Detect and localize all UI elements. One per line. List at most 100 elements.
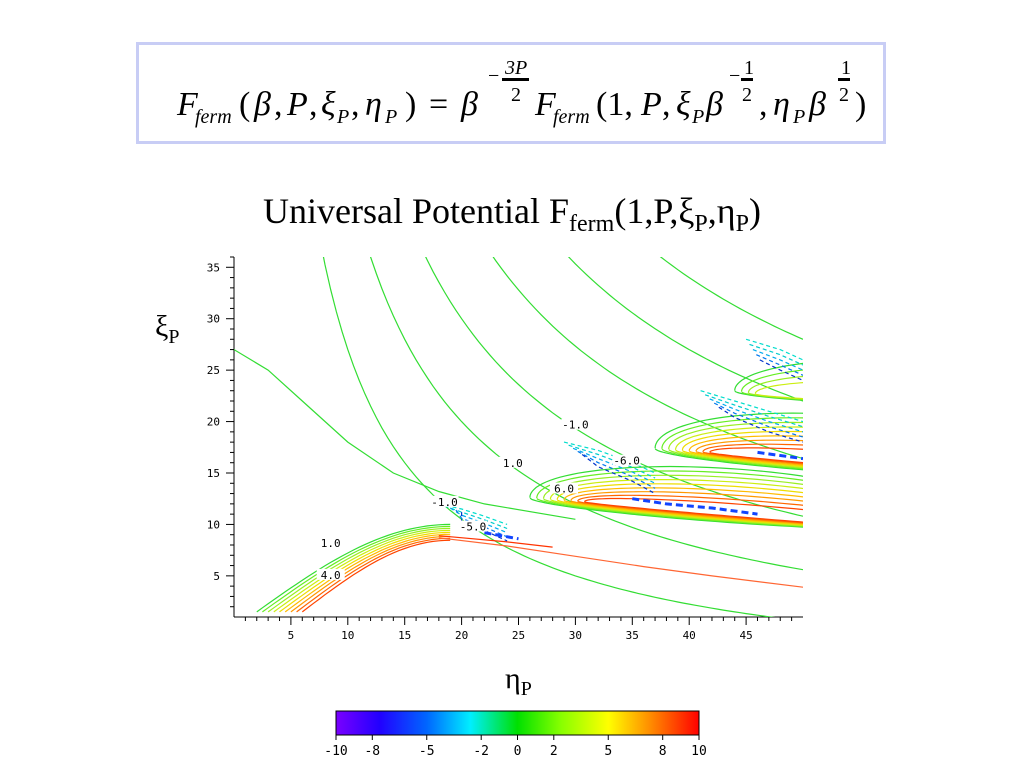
contour-line bbox=[581, 454, 656, 495]
formula-eta-sub: P bbox=[384, 106, 397, 128]
formula-F: F bbox=[534, 86, 557, 123]
contour-line bbox=[747, 375, 803, 400]
contour-line bbox=[757, 450, 803, 461]
formula-ferm-sub: ferm bbox=[195, 106, 232, 128]
x-tick-label: 40 bbox=[683, 629, 696, 642]
contour-line bbox=[369, 257, 803, 571]
formula-eta: η bbox=[365, 86, 382, 123]
y-tick-label: 15 bbox=[207, 467, 220, 480]
contour-line bbox=[681, 430, 803, 467]
colorbar-tick-label: 8 bbox=[659, 744, 667, 759]
formula-beta: β bbox=[808, 86, 826, 123]
x-tick-label: 30 bbox=[569, 629, 582, 642]
formula-ferm-sub: ferm bbox=[553, 106, 590, 128]
title-end: ) bbox=[748, 191, 761, 231]
formula-eta-sub: P bbox=[792, 106, 805, 128]
formula-paren: ) bbox=[855, 86, 866, 123]
contour-line bbox=[438, 537, 803, 588]
x-tick-label: 35 bbox=[626, 629, 639, 642]
contour-label-bg bbox=[316, 568, 345, 580]
contour-line bbox=[756, 354, 803, 376]
formula-equals: = bbox=[429, 86, 448, 123]
y-tick-label: 10 bbox=[207, 518, 220, 531]
formula-P: P bbox=[286, 86, 308, 123]
contour-line bbox=[262, 525, 451, 613]
contour-line bbox=[749, 343, 803, 366]
formula-comma: , bbox=[759, 86, 768, 123]
contour-line bbox=[583, 497, 803, 523]
contour-line bbox=[713, 402, 803, 438]
formula-P: P bbox=[640, 86, 662, 123]
contour-line bbox=[704, 394, 803, 428]
title-main: Universal Potential F bbox=[263, 191, 570, 231]
y-tick-label: 5 bbox=[213, 570, 220, 583]
contour-line bbox=[577, 450, 656, 489]
formula-comma: , bbox=[309, 86, 318, 123]
contour-label-bg bbox=[498, 456, 527, 468]
contour-line bbox=[273, 529, 451, 613]
formula-exp-minus: − bbox=[729, 65, 740, 87]
formula-xi-sub: P bbox=[691, 106, 704, 128]
formula-xi: ξ bbox=[321, 86, 336, 123]
formula-beta: β bbox=[460, 86, 478, 123]
contour-line bbox=[296, 537, 451, 613]
y-axis-symbol: ξ bbox=[155, 310, 169, 343]
contour-line bbox=[284, 533, 451, 613]
contour-line bbox=[632, 497, 758, 516]
formula-exp-den: 2 bbox=[511, 84, 521, 106]
contour-line bbox=[542, 474, 803, 527]
y-tick-label: 25 bbox=[207, 364, 220, 377]
contour-line bbox=[267, 527, 451, 613]
x-axis-label: ηP bbox=[505, 662, 532, 701]
formula-exp-den: 2 bbox=[742, 84, 752, 106]
formula-comma: , bbox=[662, 86, 671, 123]
contour-line bbox=[279, 531, 451, 613]
contour-line bbox=[444, 505, 508, 530]
title-sub: P bbox=[735, 211, 749, 238]
contour-line bbox=[256, 523, 451, 613]
contour-line bbox=[484, 531, 519, 541]
y-tick-label: 20 bbox=[207, 416, 220, 429]
contour-label: -6.0 bbox=[613, 455, 640, 468]
contour-line bbox=[449, 507, 508, 534]
x-tick-label: 15 bbox=[398, 629, 411, 642]
contour-line bbox=[536, 470, 803, 528]
colorbar-tick-label: 10 bbox=[691, 744, 707, 759]
contour-label-bg bbox=[458, 520, 487, 532]
title-rest: ,η bbox=[707, 191, 736, 231]
contour-label-bg bbox=[316, 537, 345, 548]
colorbar-tick-label: 0 bbox=[514, 744, 522, 759]
contour-label: 4.0 bbox=[321, 569, 341, 582]
contour-label-bg bbox=[561, 418, 590, 430]
contour-line bbox=[322, 257, 776, 617]
formula-exp-num: 1 bbox=[841, 57, 851, 79]
contour-label: -1.0 bbox=[431, 496, 458, 509]
contour-line bbox=[301, 539, 451, 613]
contour-line bbox=[234, 349, 576, 520]
contour-line bbox=[709, 398, 803, 433]
contour-label-bg bbox=[550, 482, 579, 494]
contour-line bbox=[290, 535, 451, 613]
formula-paren: ) bbox=[405, 86, 416, 123]
formula-box: F ferm ( β , P , ξ P , η P ) = β − 3P 2 … bbox=[136, 42, 886, 144]
colorbar-ticks: -10 -8 -5 -2 0 2 5 8 10 bbox=[324, 735, 707, 759]
contour-line bbox=[702, 443, 803, 465]
formula-fraction-bar bbox=[741, 78, 753, 81]
contour-line bbox=[577, 494, 803, 524]
contour-label: 1.0 bbox=[321, 537, 341, 550]
formula-exp-minus: − bbox=[488, 65, 499, 87]
contour-lines bbox=[234, 257, 803, 617]
x-axis-symbol: η bbox=[505, 662, 521, 695]
contour-line bbox=[425, 257, 803, 517]
formula-fraction-bar bbox=[502, 78, 529, 81]
contour-line bbox=[492, 257, 803, 460]
contour-line bbox=[563, 487, 803, 525]
contour-line bbox=[695, 439, 803, 465]
colorbar-tick-label: -2 bbox=[473, 744, 489, 759]
contour-line bbox=[740, 369, 803, 401]
contour-line bbox=[700, 390, 803, 423]
contour-line bbox=[754, 382, 803, 400]
colorbar-tick-label: 5 bbox=[604, 744, 612, 759]
x-tick-label: 5 bbox=[288, 629, 295, 642]
